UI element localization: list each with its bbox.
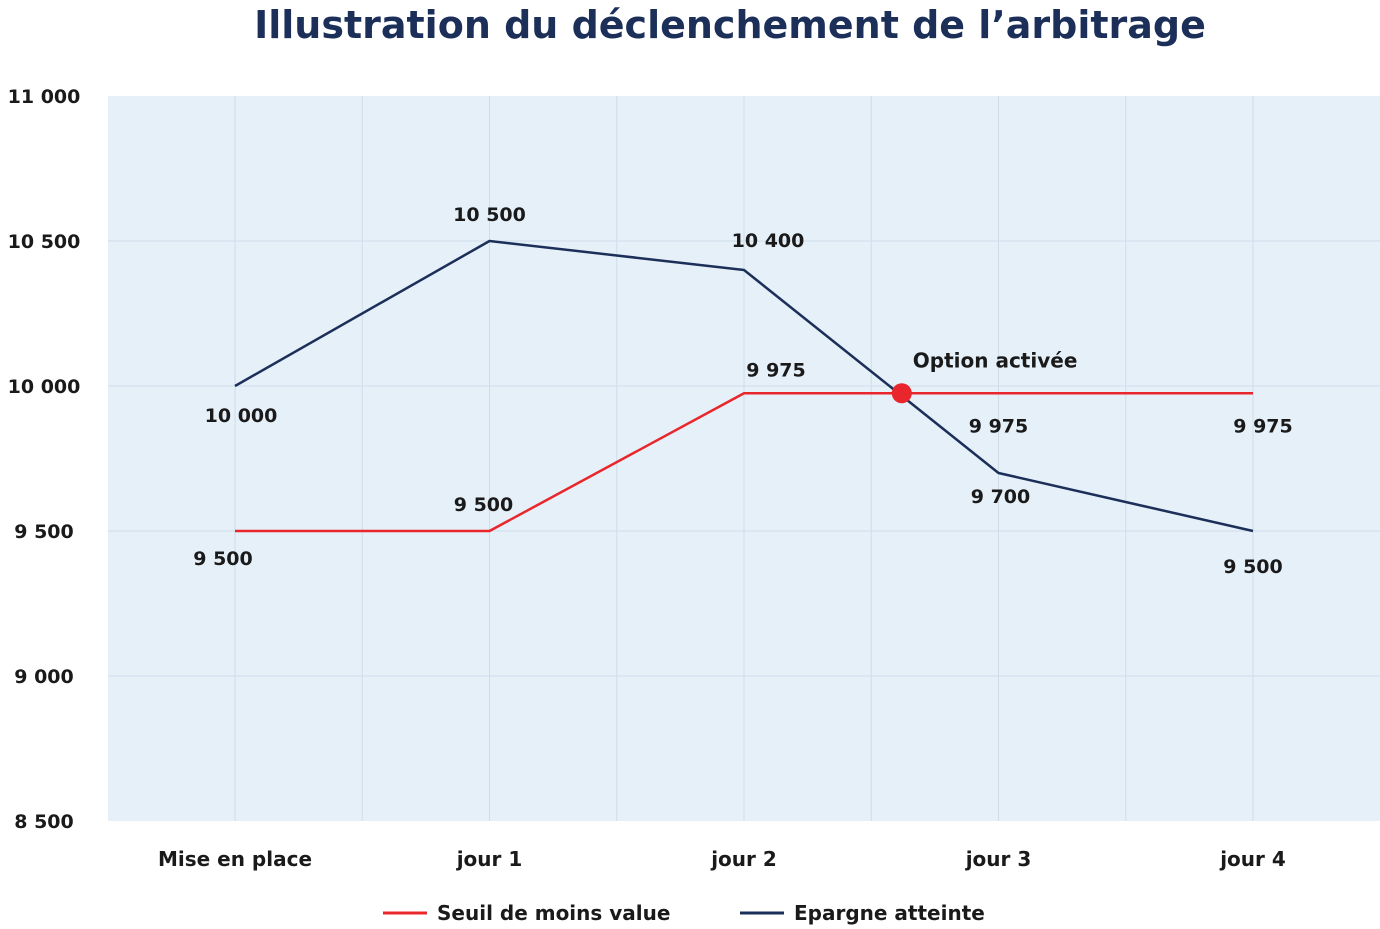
data-label: 9 975 <box>1233 415 1293 437</box>
data-label: 10 000 <box>205 405 278 427</box>
series-line-epargne <box>234 239 1254 533</box>
data-label: 10 400 <box>732 230 805 252</box>
legend-label: Seuil de moins value <box>437 901 670 925</box>
y-tick-label: 10 500 <box>8 231 81 253</box>
data-label: 9 500 <box>1223 556 1283 578</box>
y-tick-label: 9 000 <box>14 666 74 688</box>
y-tick-label: 11 000 <box>8 86 81 108</box>
data-label: 9 700 <box>971 486 1031 508</box>
x-tick-label: Mise en place <box>158 847 312 871</box>
x-tick-label: jour 3 <box>965 847 1032 871</box>
data-labels: 9 500 9 500 9 975 9 975 9 975 10 000 10 500 10 … <box>193 204 1293 578</box>
grid-lines <box>108 96 1380 821</box>
annotation-label: Option activée <box>913 348 1078 372</box>
y-tick-label: 8 500 <box>14 811 74 833</box>
y-tick-label: 9 500 <box>14 521 74 543</box>
legend: Seuil de moins value Epargne atteinte <box>383 901 985 925</box>
x-tick-label: jour 4 <box>1219 847 1286 871</box>
data-label: 10 500 <box>453 204 526 226</box>
data-label: 9 500 <box>193 548 253 570</box>
data-label: 9 975 <box>969 415 1029 437</box>
y-tick-label: 10 000 <box>8 376 81 398</box>
x-tick-label: jour 1 <box>456 847 523 871</box>
x-tick-label: jour 2 <box>710 847 777 871</box>
legend-label: Epargne atteinte <box>794 901 985 925</box>
x-axis: Mise en place jour 1 jour 2 jour 3 jour 4 <box>158 847 1286 871</box>
series-line-seuil <box>235 392 1253 533</box>
data-label: 9 500 <box>454 494 514 516</box>
series-lines <box>234 239 1254 533</box>
annotations: Option activée <box>891 348 1078 404</box>
chart-title: Illustration du déclenchement de l’arbit… <box>254 3 1206 47</box>
trigger-point-marker <box>891 383 912 404</box>
data-label: 9 975 <box>746 359 806 381</box>
y-axis: 8 500 9 000 9 500 10 000 10 500 11 000 <box>8 86 81 833</box>
